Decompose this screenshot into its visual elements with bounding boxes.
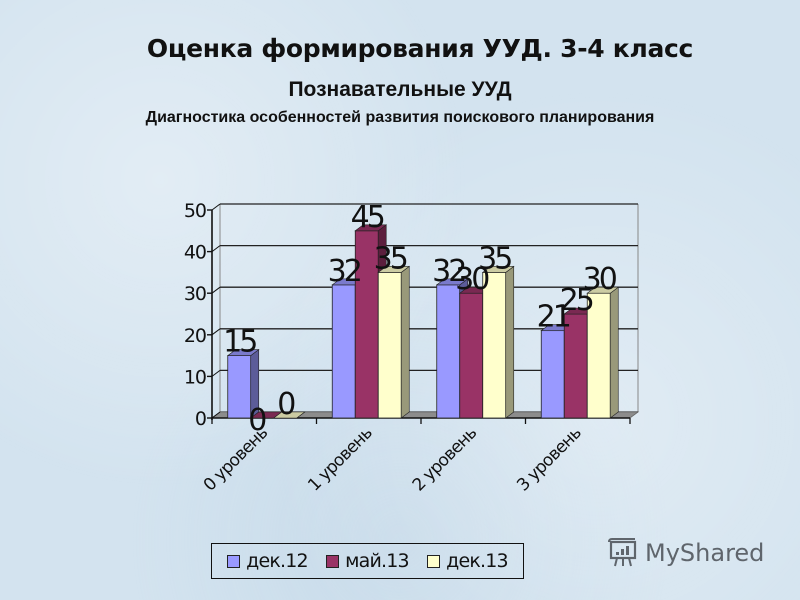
data-label: 32 — [432, 254, 465, 289]
watermark-text: MyShared — [645, 539, 765, 567]
data-label: 35 — [478, 241, 511, 276]
bar — [331, 284, 356, 419]
legend-item-dec12: дек.12 — [227, 550, 309, 572]
y-tick-label: 40 — [184, 242, 206, 264]
legend-swatch-icon — [427, 554, 441, 568]
data-label: 45 — [351, 200, 384, 235]
data-label: 25 — [560, 283, 593, 318]
legend-swatch-icon — [227, 554, 241, 568]
bar — [377, 271, 402, 419]
data-label: 30 — [455, 262, 489, 297]
presentation-board-icon — [608, 538, 637, 567]
data-label: 30 — [583, 262, 617, 297]
legend-label: дек.12 — [246, 550, 309, 572]
x-tick-label: 1 уровень — [304, 423, 377, 496]
watermark: MyShared — [607, 537, 764, 569]
legend-item-may13: май.13 — [326, 550, 410, 572]
data-label: 35 — [374, 241, 407, 276]
chart-legend: дек.12 май.13 дек.13 — [211, 543, 524, 579]
bar — [436, 284, 461, 419]
legend-item-dec13: дек.13 — [427, 550, 509, 572]
legend-swatch-icon — [326, 554, 340, 568]
x-tick-label: 2 уровень — [409, 423, 482, 496]
chart-caption: Диагностика особенностей развития поиско… — [145, 109, 655, 126]
slide-title: Оценка формирования УУД. 3-4 класс — [146, 34, 694, 63]
bar — [459, 292, 484, 419]
data-label: 15 — [223, 325, 256, 360]
slide-subtitle: Познавательные УУД — [288, 78, 512, 101]
legend-label: дек.13 — [446, 550, 509, 572]
bar — [540, 330, 565, 419]
data-label: 21 — [537, 300, 570, 335]
data-label: 32 — [328, 254, 361, 289]
data-label: 0 — [248, 403, 266, 438]
data-label: 0 — [277, 387, 295, 422]
y-tick-label: 20 — [184, 325, 206, 347]
x-tick-label: 3 уровень — [513, 423, 586, 496]
y-tick-label: 50 — [184, 200, 206, 222]
legend-label: май.13 — [345, 550, 410, 572]
y-tick-label: 0 — [195, 408, 206, 430]
y-tick-label: 30 — [184, 283, 206, 305]
y-tick-label: 10 — [184, 366, 206, 388]
